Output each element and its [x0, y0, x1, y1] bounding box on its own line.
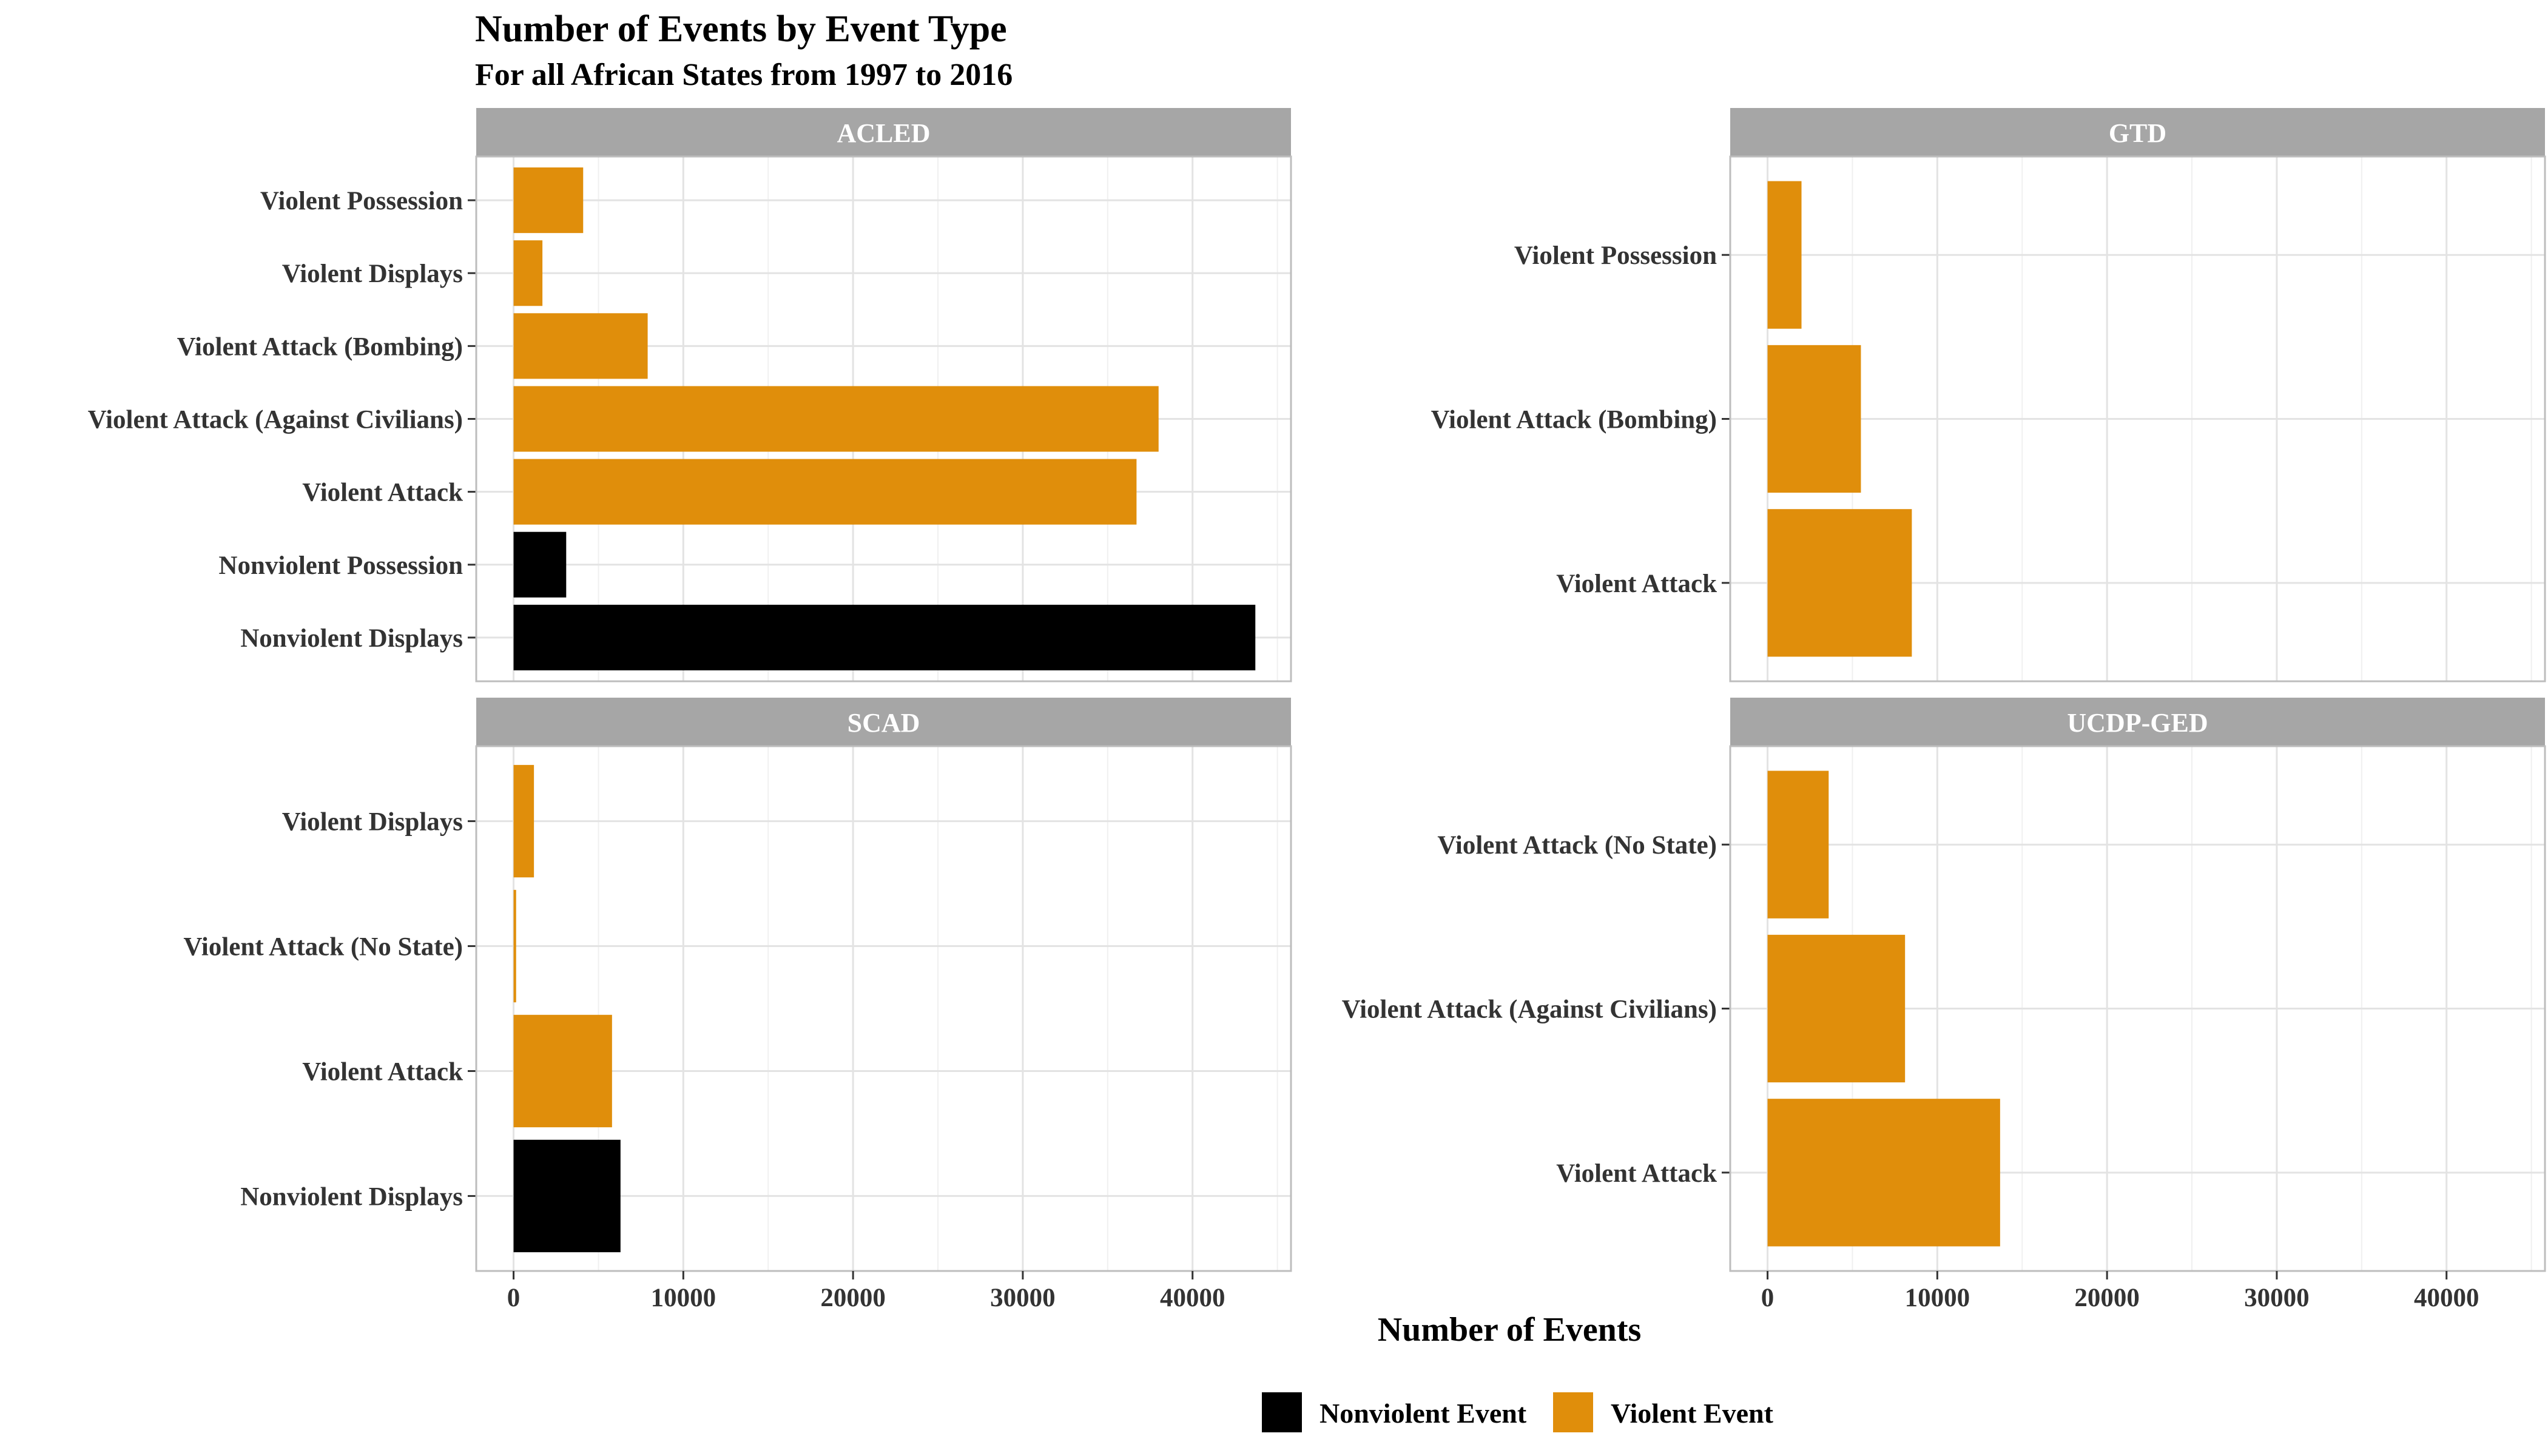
bar-ucdp-ged-violent-attack-against-civilians — [1767, 934, 1906, 1083]
x-tick-label: 40000 — [1160, 1284, 1225, 1312]
panel-border-ucdp-ged — [1729, 745, 2546, 1272]
strip-label-scad: SCAD — [848, 708, 920, 738]
y-tick-label-violent-displays: Violent Displays — [282, 808, 463, 837]
legend-label-nonviolent-event: Nonviolent Event — [1320, 1398, 1527, 1429]
strip-label-acled: ACLED — [837, 118, 930, 148]
y-tick-label-violent-attack: Violent Attack — [1556, 1159, 1717, 1188]
bar-scad-violent-attack-no-state — [513, 889, 516, 1003]
panel-border-acled — [475, 155, 1292, 682]
legend-label-violent-event: Violent Event — [1611, 1398, 1774, 1429]
bar-acled-nonviolent-possession — [513, 531, 567, 598]
y-tick-label-violent-attack-against-civilians: Violent Attack (Against Civilians) — [88, 406, 463, 434]
panel-scad: SCAD Violent Displays Violent Attack (No S… — [183, 698, 1292, 1312]
y-tick-label-violent-attack: Violent Attack — [302, 1057, 463, 1086]
panel-border-gtd — [1729, 155, 2546, 682]
y-tick-label-violent-possession: Violent Possession — [260, 187, 463, 215]
bar-acled-violent-attack — [513, 459, 1137, 525]
bar-ucdp-ged-violent-attack — [1767, 1099, 2000, 1247]
bar-ucdp-ged-violent-attack-no-state — [1767, 770, 1829, 918]
y-tick-label-violent-attack: Violent Attack — [302, 479, 463, 507]
y-tick-label-violent-attack: Violent Attack — [1556, 570, 1717, 598]
legend-key-nonviolent-event — [1262, 1392, 1302, 1432]
x-tick-label: 0 — [1761, 1284, 1774, 1312]
y-tick-label-violent-attack-no-state: Violent Attack (No State) — [183, 933, 463, 962]
bar-acled-violent-attack-bombing — [513, 313, 648, 379]
y-tick-label-violent-possession: Violent Possession — [1514, 241, 1717, 270]
strip-ucdp-ged — [1730, 698, 2545, 746]
bar-scad-violent-attack — [513, 1014, 612, 1128]
y-tick-label-violent-displays: Violent Displays — [282, 260, 463, 288]
strip-gtd — [1730, 108, 2545, 157]
y-tick-label-nonviolent-possession: Nonviolent Possession — [218, 551, 463, 580]
panel-gtd: GTD Violent Possession Violent Attack (Bom… — [1431, 108, 2546, 682]
x-axis-title: Number of Events — [1378, 1311, 1642, 1349]
y-tick-label-violent-attack-against-civilians: Violent Attack (Against Civilians) — [1342, 996, 1717, 1024]
chart-title: Number of Events by Event Type — [475, 8, 1007, 50]
legend-key-violent-event — [1553, 1392, 1593, 1432]
bar-gtd-violent-possession — [1767, 181, 1802, 329]
strip-label-gtd: GTD — [2109, 118, 2166, 148]
y-tick-label-violent-attack-bombing: Violent Attack (Bombing) — [177, 332, 463, 361]
x-tick-label: 40000 — [2414, 1284, 2479, 1312]
y-tick-label-violent-attack-bombing: Violent Attack (Bombing) — [1431, 406, 1717, 434]
y-tick-label-nonviolent-displays: Nonviolent Displays — [240, 1182, 463, 1211]
x-tick-label: 20000 — [820, 1284, 886, 1312]
strip-scad — [476, 698, 1291, 746]
x-tick-label: 0 — [507, 1284, 521, 1312]
bar-acled-nonviolent-displays — [513, 604, 1256, 670]
bar-scad-nonviolent-displays — [513, 1139, 621, 1253]
x-tick-label: 10000 — [651, 1284, 716, 1312]
facet-panels: ACLED Violent Possession Violent Displays V… — [88, 108, 2546, 1312]
bar-acled-violent-displays — [513, 240, 543, 306]
bar-gtd-violent-attack-bombing — [1767, 345, 1861, 493]
panel-ucdp-ged: UCDP-GED Violent Attack (No State) Violent… — [1342, 698, 2546, 1312]
x-tick-label: 20000 — [2074, 1284, 2140, 1312]
x-tick-label: 30000 — [2244, 1284, 2310, 1312]
bar-acled-violent-attack-against-civilians — [513, 386, 1159, 452]
panel-acled: ACLED Violent Possession Violent Displays V… — [88, 108, 1292, 682]
legend: Nonviolent Event Violent Event — [1262, 1392, 1774, 1432]
y-tick-label-nonviolent-displays: Nonviolent Displays — [240, 624, 463, 653]
chart-subtitle: For all African States from 1997 to 2016 — [475, 58, 1013, 92]
bar-acled-violent-possession — [513, 167, 584, 234]
strip-label-ucdp-ged: UCDP-GED — [2067, 708, 2208, 738]
bar-scad-violent-displays — [513, 764, 534, 878]
y-tick-label-violent-attack-no-state: Violent Attack (No State) — [1437, 831, 1717, 860]
x-tick-label: 30000 — [990, 1284, 1056, 1312]
x-tick-label: 10000 — [1905, 1284, 1970, 1312]
bar-gtd-violent-attack — [1767, 509, 1912, 657]
strip-acled — [476, 108, 1291, 157]
panel-border-scad — [475, 745, 1292, 1272]
